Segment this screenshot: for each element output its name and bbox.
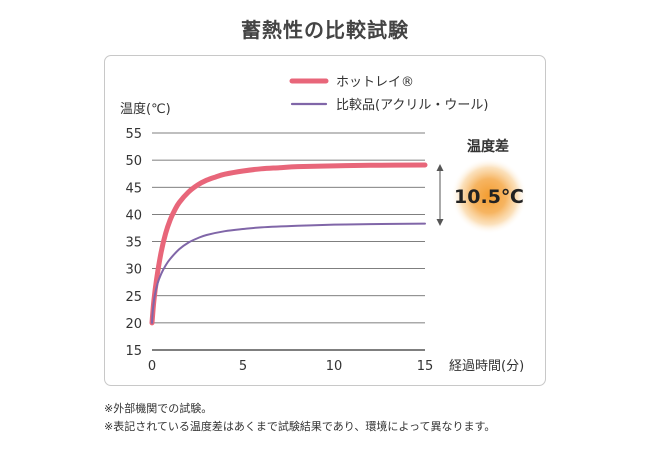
y-tick-label-45: 45 bbox=[125, 181, 142, 196]
legend-label-comparison: 比較品(アクリル・ウール) bbox=[336, 98, 489, 113]
series-line-comparison bbox=[151, 222, 426, 324]
x-tick-label-0: 0 bbox=[148, 359, 156, 374]
y-tick-label-35: 35 bbox=[125, 236, 142, 251]
y-axis-label: 温度(℃) bbox=[120, 101, 171, 117]
y-tick-label-25: 25 bbox=[125, 290, 142, 305]
footnote-test-source: ※外部機関での試験。 bbox=[104, 402, 213, 415]
x-tick-labels: 0 5 10 15 bbox=[148, 359, 433, 374]
arrow-up-icon bbox=[436, 164, 444, 171]
gridlines bbox=[152, 132, 425, 324]
y-tick-label-40: 40 bbox=[125, 208, 142, 223]
difference-value: 10.5℃ bbox=[454, 186, 524, 208]
y-tick-labels: 15 20 25 30 35 40 45 50 55 bbox=[125, 127, 142, 359]
legend: ホットレイ® 比較品(アクリル・ウール) bbox=[289, 75, 489, 113]
difference-badge bbox=[451, 158, 527, 234]
footnote-disclaimer: ※表記されている温度差はあくまで試験結果であり、環境によって異なります。 bbox=[104, 420, 496, 433]
x-tick-label-5: 5 bbox=[239, 359, 247, 374]
arrow-down-icon bbox=[436, 219, 444, 226]
chart-title: 蓄熱性の比較試験 bbox=[241, 18, 409, 42]
y-tick-label-20: 20 bbox=[125, 317, 142, 332]
y-tick-label-50: 50 bbox=[125, 154, 142, 169]
y-tick-label-15: 15 bbox=[125, 344, 142, 359]
x-axis-label: 経過時間(分) bbox=[449, 359, 524, 374]
x-tick-label-15: 15 bbox=[417, 359, 434, 374]
difference-label: 温度差 bbox=[467, 138, 509, 155]
difference-annotation: 温度差 10.5℃ bbox=[436, 138, 527, 234]
y-tick-label-30: 30 bbox=[125, 263, 142, 278]
x-tick-label-10: 10 bbox=[326, 359, 343, 374]
legend-label-hottray: ホットレイ® bbox=[336, 75, 414, 90]
y-tick-label-55: 55 bbox=[125, 127, 142, 142]
series-line-hottray bbox=[149, 162, 428, 326]
